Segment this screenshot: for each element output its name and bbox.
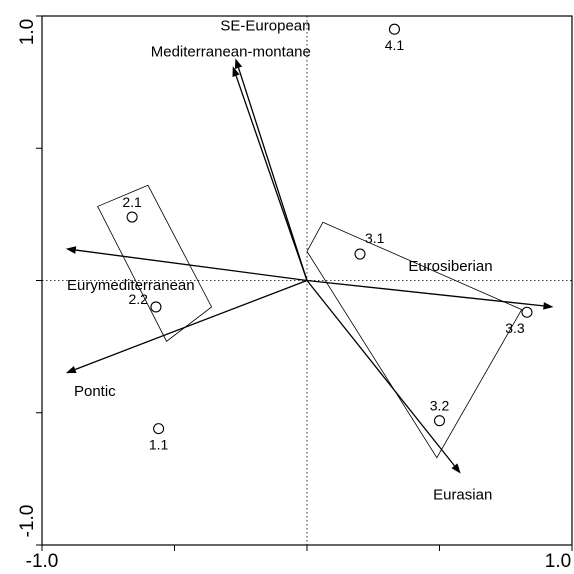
point-label: 3.3	[505, 320, 525, 336]
arrow-shaft	[306, 279, 544, 307]
sample-point	[388, 23, 401, 35]
point-label: 1.1	[149, 437, 169, 453]
arrow-label: Eurosiberian	[408, 258, 492, 275]
arrow-shaft	[237, 67, 308, 281]
arrow-label: SE-European	[220, 17, 310, 34]
arrow-head	[543, 302, 554, 310]
x-tick-label: 1.0	[545, 551, 571, 572]
point-label: 3.1	[365, 230, 385, 246]
arrow-shaft	[75, 249, 308, 282]
point-label: 2.2	[128, 291, 148, 307]
arrow-label: Pontic	[74, 383, 116, 400]
variable-arrows	[65, 58, 554, 474]
arrow-shaft	[235, 75, 308, 281]
arrow-head	[451, 463, 461, 474]
sample-point	[153, 423, 165, 435]
sample-point	[354, 248, 366, 260]
y-tick-label: -1.0	[17, 505, 38, 538]
x-tick-label: -1.0	[26, 551, 59, 572]
arrow-head	[65, 365, 77, 374]
axis-ticks	[36, 15, 573, 551]
arrow-label: Eurasian	[433, 487, 492, 504]
group-envelopes	[97, 184, 523, 459]
point-label: 4.1	[385, 37, 405, 53]
point-label: 3.2	[430, 398, 450, 414]
sample-point	[521, 306, 533, 318]
group-envelope	[97, 184, 213, 342]
arrow-shaft	[306, 280, 455, 467]
sample-point	[150, 301, 162, 313]
y-tick-label: 1.0	[17, 19, 38, 45]
sample-point	[433, 415, 446, 427]
arrow-head	[234, 58, 243, 70]
arrow-head	[65, 246, 77, 254]
point-label: 2.1	[122, 194, 142, 210]
arrow-label: Mediterranean-montane	[151, 43, 311, 60]
sample-point	[126, 211, 138, 223]
arrow-label: Eurymediterranean	[67, 277, 195, 294]
text-labels: -1.0 1.0 1.0 -1.0 SE-European Mediterranean-m…	[17, 17, 571, 572]
sample-points	[126, 23, 533, 435]
arrow-head	[232, 66, 240, 77]
arrow-shaft	[74, 279, 308, 371]
